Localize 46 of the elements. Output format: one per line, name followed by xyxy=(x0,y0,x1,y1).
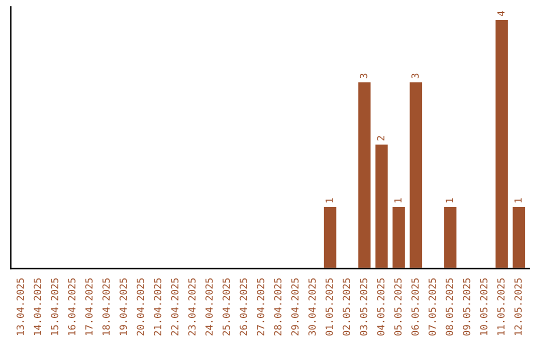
bar xyxy=(442,206,458,269)
x-tick-label: 06.05.2025 xyxy=(411,278,419,336)
x-tick-label: 30.04.2025 xyxy=(308,278,316,336)
bar xyxy=(391,206,406,269)
x-tick-label: 03.05.2025 xyxy=(360,278,368,336)
data-label: 3 xyxy=(360,74,368,78)
x-tick-label: 10.05.2025 xyxy=(480,278,488,335)
x-tick-label: 15.04.2025 xyxy=(50,278,58,335)
x-tick-label: 01.05.2025 xyxy=(326,278,333,336)
x-tick-label: 23.04.2025 xyxy=(188,278,196,336)
x-tick-label: 14.04.2025 xyxy=(34,278,42,335)
x-tick-label: 21.04.2025 xyxy=(154,278,162,336)
x-tick-label: 12.05.2025 xyxy=(514,278,522,335)
x-tick-label: 13.04.2025 xyxy=(16,278,24,335)
x-tick-label: 29.04.2025 xyxy=(291,278,299,336)
data-label: 1 xyxy=(514,198,522,202)
x-tick-label: 16.04.2025 xyxy=(68,278,76,335)
x-tick-label: 17.04.2025 xyxy=(85,278,93,335)
data-label: 1 xyxy=(394,198,402,202)
x-tick-label: 19.04.2025 xyxy=(120,278,127,335)
x-tick-label: 07.05.2025 xyxy=(428,278,436,336)
data-label: 1 xyxy=(326,198,333,202)
x-tick-label: 27.04.2025 xyxy=(256,278,264,336)
data-label: 1 xyxy=(446,198,453,202)
x-tick-label: 26.04.2025 xyxy=(240,278,248,336)
bar xyxy=(511,206,526,269)
x-tick-label: 05.05.2025 xyxy=(394,278,402,336)
x-tick-label: 24.04.2025 xyxy=(205,278,213,336)
x-tick-label: 11.05.2025 xyxy=(497,278,505,335)
x-tick-label: 04.05.2025 xyxy=(377,278,384,336)
data-label: 3 xyxy=(411,74,419,78)
bar xyxy=(322,206,338,269)
x-tick-label: 28.04.2025 xyxy=(274,278,282,336)
x-tick-label: 02.05.2025 xyxy=(342,278,350,336)
x-tick-label: 20.04.2025 xyxy=(136,278,144,336)
x-tick-label: 25.04.2025 xyxy=(222,278,230,336)
x-tick-label: 22.04.2025 xyxy=(171,278,178,336)
x-tick-label: 08.05.2025 xyxy=(446,278,454,336)
data-label: 4 xyxy=(497,11,504,16)
bar xyxy=(408,80,424,269)
x-tick-label: 09.05.2025 xyxy=(462,278,470,336)
bar xyxy=(356,80,372,269)
x-tick-label: 18.04.2025 xyxy=(102,278,110,335)
bar xyxy=(374,143,390,269)
data-label: 2 xyxy=(377,136,384,140)
bar xyxy=(494,18,510,269)
